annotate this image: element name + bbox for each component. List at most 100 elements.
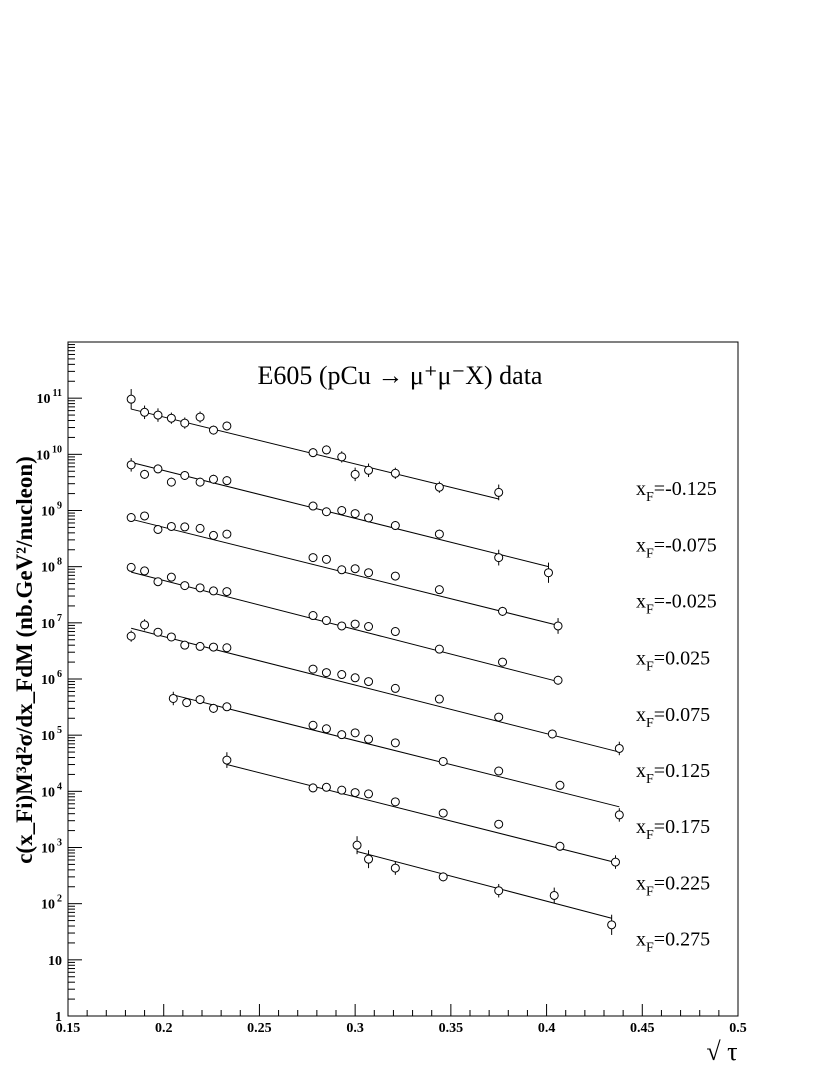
- data-point: [321, 445, 331, 455]
- data-point: [390, 468, 400, 478]
- data-point: [321, 554, 331, 564]
- data-point: [126, 394, 136, 404]
- data-point: [350, 564, 360, 574]
- data-point: [208, 530, 218, 540]
- data-point: [126, 631, 136, 641]
- data-point: [180, 470, 190, 480]
- data-point: [166, 572, 176, 582]
- data-point: [555, 841, 565, 851]
- data-point: [308, 720, 318, 730]
- data-point: [222, 587, 232, 597]
- plot-frame: [67, 341, 739, 1017]
- data-point: [153, 410, 163, 420]
- data-point: [337, 621, 347, 631]
- series-layer: [126, 389, 624, 935]
- data-point: [308, 783, 318, 793]
- fit-line: [173, 694, 620, 808]
- data-point: [153, 577, 163, 587]
- data-point: [222, 702, 232, 712]
- x-tick-label: 0.5: [729, 1021, 747, 1036]
- data-point: [140, 469, 150, 479]
- series-label: xF=0.275: [636, 928, 710, 955]
- data-point: [140, 511, 150, 521]
- x-tick-label: 0.15: [56, 1021, 81, 1036]
- x-tick-label: 0.4: [538, 1021, 556, 1036]
- data-point: [390, 571, 400, 581]
- data-point: [195, 477, 205, 487]
- data-point: [126, 460, 136, 470]
- data-point: [308, 664, 318, 674]
- data-point: [195, 641, 205, 651]
- data-point: [308, 553, 318, 563]
- data-point: [364, 568, 374, 578]
- data-point: [308, 501, 318, 511]
- x-axis-label: √ τ: [706, 1037, 737, 1066]
- data-point: [364, 465, 374, 475]
- data-point: [166, 521, 176, 531]
- data-point: [208, 703, 218, 713]
- series: [126, 562, 563, 685]
- data-point: [364, 622, 374, 632]
- data-point: [438, 756, 448, 766]
- data-point: [222, 755, 232, 765]
- data-point: [126, 513, 136, 523]
- x-tick-label: 0.35: [439, 1021, 464, 1036]
- data-point: [208, 425, 218, 435]
- data-point: [350, 728, 360, 738]
- plot-border: [67, 341, 739, 1017]
- data-point: [549, 890, 559, 900]
- data-point: [434, 694, 444, 704]
- data-point: [610, 857, 620, 867]
- y-tick-label: 10 7: [41, 613, 62, 632]
- y-tick-label: 10 6: [41, 669, 62, 688]
- data-point: [180, 418, 190, 428]
- data-point: [494, 487, 504, 497]
- data-point: [180, 640, 190, 650]
- series: [222, 752, 620, 869]
- data-point: [308, 611, 318, 621]
- data-point: [208, 474, 218, 484]
- data-point: [337, 785, 347, 795]
- data-point: [614, 810, 624, 820]
- data-point: [350, 469, 360, 479]
- data-point: [364, 734, 374, 744]
- y-tick-label: 10 3: [41, 838, 62, 857]
- data-point: [208, 586, 218, 596]
- y-tick-label: 10: [48, 954, 62, 969]
- data-point: [321, 616, 331, 626]
- series-label: xF=-0.025: [636, 590, 717, 617]
- data-point: [222, 529, 232, 539]
- data-point: [153, 464, 163, 474]
- data-point: [364, 677, 374, 687]
- data-point: [195, 412, 205, 422]
- data-point: [438, 872, 448, 882]
- data-point: [168, 693, 178, 703]
- data-point: [337, 506, 347, 515]
- data-point: [140, 407, 150, 417]
- data-point: [222, 643, 232, 653]
- data-point: [434, 644, 444, 654]
- data-point: [337, 670, 347, 680]
- data-point: [494, 553, 504, 563]
- data-point: [390, 627, 400, 637]
- y-tick-label: 10 2: [41, 894, 62, 913]
- series: [126, 619, 624, 756]
- data-point: [321, 507, 331, 517]
- data-point: [553, 675, 563, 685]
- y-tick-label: 10 8: [41, 557, 62, 576]
- series: [126, 389, 504, 501]
- data-point: [390, 797, 400, 807]
- data-point: [337, 452, 347, 462]
- data-point: [614, 743, 624, 753]
- data-point: [364, 854, 374, 864]
- data-point: [498, 606, 508, 616]
- data-point: [434, 482, 444, 492]
- data-point: [180, 581, 190, 591]
- series-label: xF=-0.125: [636, 478, 717, 505]
- data-point: [350, 788, 360, 798]
- series: [168, 691, 624, 822]
- data-point: [543, 568, 553, 578]
- data-point: [547, 729, 557, 739]
